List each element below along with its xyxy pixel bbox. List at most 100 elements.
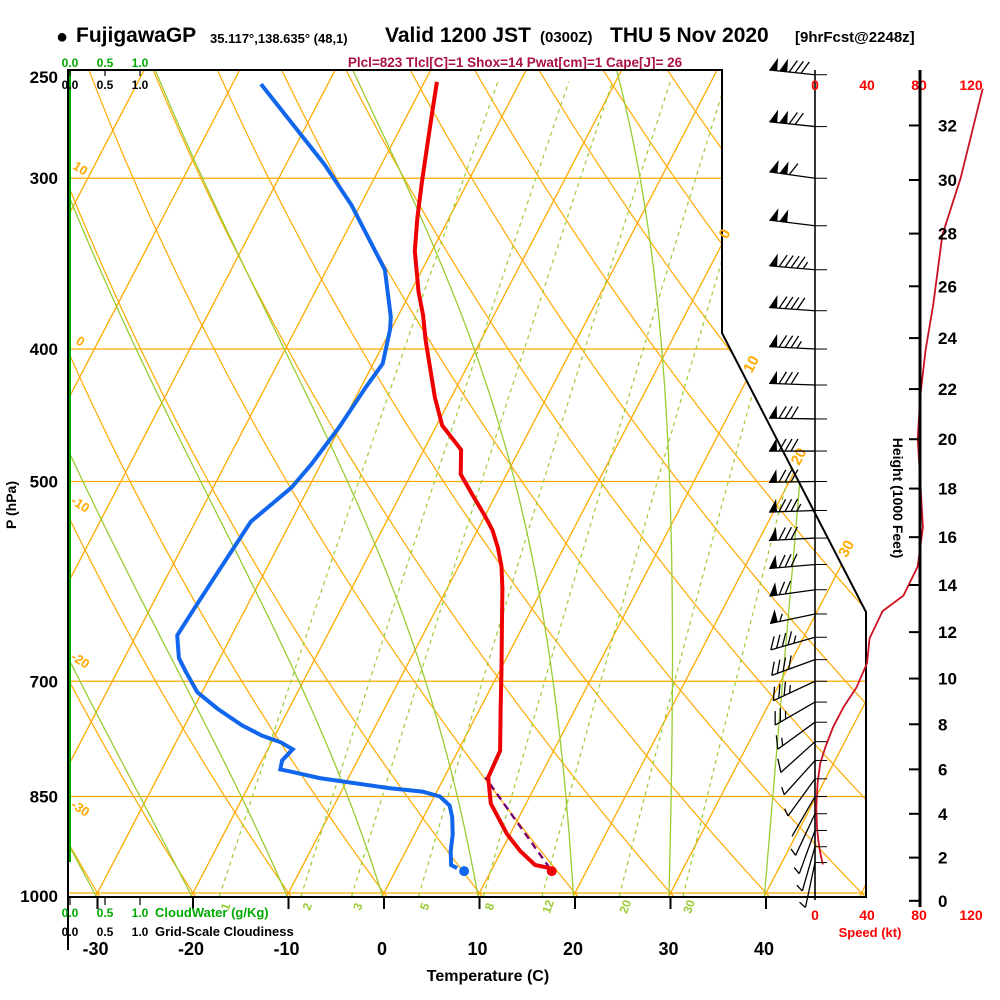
surface-dewpoint-dot [459,866,470,877]
surface-temperature-dot [546,866,557,877]
svg-text:0: 0 [938,892,947,911]
dry-adiabat-labels-left: 10 0 -10 -20 -30 [68,158,92,820]
svg-text:10: 10 [938,670,957,689]
station-bullet-icon: ● [56,26,69,48]
svg-text:0: 0 [811,77,819,93]
svg-text:250: 250 [30,68,58,87]
svg-text:10: 10 [467,939,487,959]
dry-adiabat-lines [68,70,866,897]
svg-text:Grid-Scale Cloudiness: Grid-Scale Cloudiness [155,924,294,939]
svg-text:Temperature (C): Temperature (C) [427,968,549,985]
mixing-ratio-lines [218,81,866,897]
svg-text:5: 5 [417,901,433,912]
svg-text:80: 80 [911,907,927,923]
station-coordinates: 35.117°,138.635° (48,1) [210,31,348,46]
svg-text:1.0: 1.0 [132,925,149,939]
svg-text:Speed (kt): Speed (kt) [839,925,902,940]
wind-speed-curve [815,88,984,865]
svg-text:10: 10 [740,353,763,376]
svg-text:CloudWater (g/Kg): CloudWater (g/Kg) [155,905,269,920]
svg-text:24: 24 [938,329,957,348]
svg-text:0.0: 0.0 [62,906,79,920]
svg-text:12: 12 [539,898,557,916]
svg-text:0: 0 [811,907,819,923]
svg-text:3: 3 [350,901,366,912]
svg-text:0.0: 0.0 [62,925,79,939]
svg-text:4: 4 [938,805,948,824]
svg-text:6: 6 [938,760,947,779]
sounding-curves [175,81,551,871]
svg-text:1.0: 1.0 [132,56,149,70]
svg-text:1.0: 1.0 [132,906,149,920]
svg-text:-30: -30 [82,939,108,959]
svg-text:1: 1 [218,901,234,912]
svg-text:120: 120 [959,907,983,923]
svg-text:30: 30 [658,939,678,959]
svg-text:0.0: 0.0 [62,78,79,92]
svg-text:2: 2 [938,849,947,868]
isotherm-lines [68,70,866,897]
svg-text:1.0: 1.0 [132,78,149,92]
svg-text:10: 10 [70,158,90,178]
forecast-run-info: [9hrFcst@2248z] [795,29,915,46]
svg-text:Height (1000 Feet): Height (1000 Feet) [890,438,906,559]
svg-text:40: 40 [754,939,774,959]
mixing-ratio-labels: 1 2 3 5 8 12 20 30 [218,898,698,916]
svg-text:16: 16 [938,528,957,547]
stability-indices-line: Plcl=823 Tlcl[C]=1 Shox=14 Pwat[cm]=1 Ca… [347,55,683,70]
svg-text:26: 26 [938,277,957,296]
svg-text:P (hPa): P (hPa) [3,481,19,529]
svg-text:-10: -10 [273,939,299,959]
svg-text:40: 40 [859,907,875,923]
station-name: FujigawaGP [76,24,197,47]
svg-text:22: 22 [938,380,957,399]
svg-text:8: 8 [938,715,947,734]
svg-text:0.5: 0.5 [97,925,114,939]
svg-text:14: 14 [938,576,957,595]
svg-text:18: 18 [938,480,957,499]
svg-text:-20: -20 [178,939,204,959]
svg-text:12: 12 [938,623,957,642]
cloud-scales: 0.0 0.0 0.0 0.0 0.5 0.5 0.5 0.5 1.0 1.0 1.0 1.0 Clou… [62,56,294,939]
svg-text:20: 20 [788,445,811,468]
svg-text:32: 32 [938,116,957,135]
dewpoint-curve [175,82,459,870]
temperature-curve [412,81,551,871]
wind-barb-axis [814,70,867,900]
moist-adiabat-lines [68,70,830,897]
temperature-axis: -30 -20 -10 0 10 20 30 40 Temperature (C) [82,897,774,985]
svg-text:20: 20 [616,898,634,916]
svg-text:30: 30 [938,171,957,190]
svg-text:500: 500 [30,473,58,492]
svg-text:0: 0 [377,939,387,959]
svg-text:700: 700 [30,672,58,691]
svg-text:850: 850 [30,788,58,807]
svg-text:1000: 1000 [20,887,58,906]
svg-text:-30: -30 [68,797,92,820]
svg-text:28: 28 [938,225,957,244]
valid-time: Valid 1200 JST [385,24,531,47]
parcel-path [484,776,551,869]
svg-text:-10: -10 [68,493,92,516]
svg-text:0.5: 0.5 [97,906,114,920]
svg-text:0.5: 0.5 [97,56,114,70]
svg-text:0.5: 0.5 [97,78,114,92]
svg-text:2: 2 [300,901,316,912]
svg-text:300: 300 [30,169,58,188]
pressure-axis-labels: 250 300 400 500 700 850 1000 P (hPa) [3,68,58,906]
svg-text:8: 8 [482,901,498,912]
svg-text:40: 40 [859,77,875,93]
svg-text:-20: -20 [68,649,92,672]
wind-barbs [768,57,827,909]
svg-text:0.0: 0.0 [62,56,79,70]
svg-text:20: 20 [938,430,957,449]
valid-time-utc: (0300Z) [540,29,593,46]
speed-axis-labels: 0040408080120120Speed (kt) [811,77,983,940]
plot-area [68,70,866,897]
svg-text:120: 120 [959,77,983,93]
svg-text:20: 20 [563,939,583,959]
